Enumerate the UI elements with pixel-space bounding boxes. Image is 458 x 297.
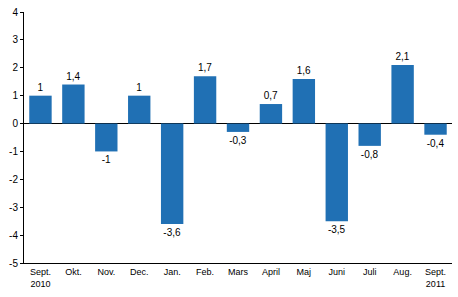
svg-text:Aug.: Aug. (393, 267, 412, 277)
svg-text:0: 0 (12, 118, 18, 129)
svg-text:1: 1 (37, 82, 43, 93)
svg-text:-3,5: -3,5 (328, 224, 346, 235)
svg-text:April: April (262, 267, 280, 277)
svg-text:1,4: 1,4 (66, 71, 80, 82)
svg-text:Okt.: Okt. (65, 267, 82, 277)
svg-text:1: 1 (136, 82, 142, 93)
svg-text:2: 2 (12, 62, 18, 73)
svg-text:-0,4: -0,4 (427, 138, 445, 149)
svg-text:-0,8: -0,8 (361, 149, 379, 160)
svg-text:Feb.: Feb. (196, 267, 214, 277)
svg-text:Mars: Mars (228, 267, 248, 277)
svg-text:1,6: 1,6 (297, 65, 311, 76)
svg-text:-4: -4 (9, 230, 18, 241)
svg-text:Sept.2010: Sept.2010 (30, 267, 51, 289)
svg-text:Juni: Juni (329, 267, 346, 277)
svg-text:1: 1 (12, 90, 18, 101)
svg-text:Jan.: Jan. (164, 267, 181, 277)
svg-text:2,1: 2,1 (395, 51, 409, 62)
svg-text:-1: -1 (9, 146, 18, 157)
svg-text:Sept.2011: Sept.2011 (425, 267, 446, 289)
svg-text:-2: -2 (9, 174, 18, 185)
svg-text:-5: -5 (9, 258, 18, 269)
svg-text:-0,3: -0,3 (229, 135, 247, 146)
svg-text:Juli: Juli (363, 267, 377, 277)
svg-text:1,7: 1,7 (198, 62, 212, 73)
svg-text:0,7: 0,7 (264, 90, 278, 101)
svg-text:-3: -3 (9, 202, 18, 213)
svg-text:Maj: Maj (297, 267, 312, 277)
svg-text:Nov.: Nov. (97, 267, 115, 277)
svg-text:4: 4 (12, 7, 18, 18)
svg-text:Dec.: Dec. (130, 267, 149, 277)
svg-text:3: 3 (12, 34, 18, 45)
svg-text:-1: -1 (102, 154, 111, 165)
svg-text:-3,6: -3,6 (163, 227, 181, 238)
